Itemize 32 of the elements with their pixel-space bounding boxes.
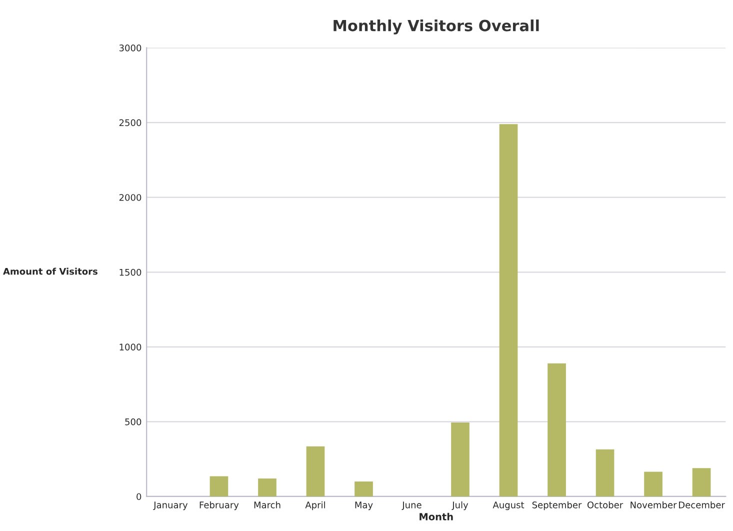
bar bbox=[596, 449, 614, 496]
bar bbox=[258, 478, 276, 496]
bar bbox=[306, 446, 325, 496]
x-tick-label: August bbox=[492, 502, 524, 510]
x-tick-label: April bbox=[305, 501, 325, 510]
bar bbox=[210, 476, 228, 496]
bar bbox=[692, 468, 711, 496]
bar bbox=[548, 363, 566, 496]
y-tick-label: 2000 bbox=[119, 194, 142, 201]
y-tick-label: 2500 bbox=[119, 119, 142, 126]
x-tick-label: November bbox=[630, 501, 677, 508]
bar bbox=[354, 482, 373, 496]
chart-title: Monthly Visitors Overall bbox=[334, 20, 539, 34]
bar bbox=[644, 472, 662, 496]
y-tick-label: 1000 bbox=[120, 344, 142, 350]
x-tick-label: January bbox=[153, 502, 188, 510]
bar bbox=[451, 422, 470, 496]
y-tick-label: 1500 bbox=[120, 268, 142, 276]
y-axis-title: Amount of Visitors bbox=[3, 268, 98, 275]
x-tick-label: October bbox=[587, 501, 624, 508]
x-tick-label: February bbox=[200, 501, 239, 510]
y-tick-label: 0 bbox=[136, 493, 142, 500]
x-tick-label: June bbox=[402, 502, 422, 510]
x-tick-label: March bbox=[254, 501, 280, 508]
y-tick-label: 500 bbox=[125, 418, 142, 426]
y-tick-label: 3000 bbox=[119, 44, 142, 52]
x-tick-label: December bbox=[679, 501, 725, 508]
bar bbox=[499, 124, 518, 496]
x-tick-label: July bbox=[452, 501, 468, 510]
x-tick-label: September bbox=[532, 501, 582, 510]
x-tick-label: May bbox=[355, 502, 373, 510]
x-axis-title: Month bbox=[420, 512, 453, 520]
